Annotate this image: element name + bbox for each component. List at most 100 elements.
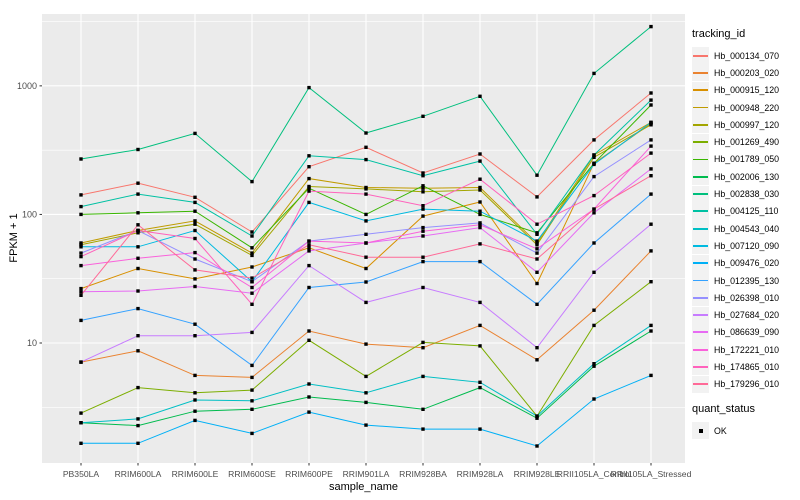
data-point-Hb_001789_050-RRII105LA_Stressed xyxy=(649,103,653,107)
legend-label: Hb_174865_010 xyxy=(714,361,780,372)
data-point-Hb_026398_010-RRIM928LA xyxy=(478,221,482,225)
data-point-Hb_179296_010-RRII105LA_Stressed xyxy=(649,174,653,178)
data-point-Hb_174865_010-RRIM600LA xyxy=(136,228,140,233)
x-tick-label: RRII105LA_Stressed xyxy=(611,469,692,479)
data-point-Hb_004125_110-RRIM928BA xyxy=(421,174,425,178)
data-point-Hb_009476_020-RRIM600LE xyxy=(193,418,197,423)
data-point-Hb_002006_130-RRII105LA_Stressed xyxy=(649,329,653,333)
data-point-Hb_001789_050-RRIM928LA xyxy=(478,212,482,217)
data-point-Hb_086639_090-RRIM928LE xyxy=(535,270,539,274)
data-point-Hb_086639_090-RRIM928BA xyxy=(421,234,425,238)
data-point-Hb_002006_130-RRIM600PE xyxy=(307,395,311,399)
data-point-Hb_000948_220-PB350LA xyxy=(79,241,83,245)
data-point-Hb_007120_090-RRIM600LE xyxy=(193,228,197,233)
data-point-Hb_026398_010-RRIM928BA xyxy=(421,225,425,230)
legend-label: Hb_179296_010 xyxy=(714,379,780,390)
data-point-Hb_086639_090-PB350LA xyxy=(79,290,83,294)
data-point-Hb_000915_120-RRIM928BA xyxy=(421,214,425,218)
data-point-Hb_007120_090-RRII105LA_Control xyxy=(592,162,596,167)
data-point-Hb_027684_020-RRIM600SE xyxy=(250,330,254,335)
legend-item-Hb_000203_020: Hb_000203_020 xyxy=(692,64,798,82)
data-point-Hb_012395_130-RRIM600PE xyxy=(307,285,311,290)
data-point-Hb_001269_490-RRIM600PE xyxy=(307,338,311,342)
data-point-Hb_172221_010-RRIM600LA xyxy=(136,256,140,260)
data-point-Hb_009476_020-RRII105LA_Control xyxy=(592,397,596,401)
data-point-Hb_026398_010-RRII105LA_Control xyxy=(592,174,596,179)
data-point-Hb_004543_040-RRIM928LE xyxy=(535,414,539,418)
data-point-Hb_179296_010-RRIM901LA xyxy=(364,255,368,259)
data-point-Hb_000203_020-RRII105LA_Control xyxy=(592,308,596,312)
data-point-Hb_001269_490-RRII105LA_Stressed xyxy=(649,280,653,284)
data-point-Hb_000997_120-RRII105LA_Stressed xyxy=(649,123,653,127)
legend-label: Hb_009476_020 xyxy=(714,258,780,269)
data-point-Hb_004543_040-RRIM600PE xyxy=(307,382,311,386)
data-point-Hb_026398_010-RRIM928LE xyxy=(535,251,539,255)
legend-key-line xyxy=(693,72,708,74)
data-point-Hb_001789_050-RRIM901LA xyxy=(364,212,368,217)
data-point-Hb_000134_070-PB350LA xyxy=(79,193,83,197)
data-point-Hb_001269_490-PB350LA xyxy=(79,411,83,415)
data-point-Hb_179296_010-RRIM600LA xyxy=(136,223,140,227)
data-point-Hb_027684_020-RRII105LA_Control xyxy=(592,270,596,274)
legend-item-Hb_000134_070: Hb_000134_070 xyxy=(692,47,798,65)
data-point-Hb_000915_120-RRIM600LE xyxy=(193,277,197,281)
legend-key-line xyxy=(693,383,708,386)
data-point-Hb_002838_030-RRIM600LA xyxy=(136,147,140,152)
data-point-Hb_027684_020-RRIM600LA xyxy=(136,334,140,338)
legend-item-Hb_179296_010: Hb_179296_010 xyxy=(692,375,798,393)
data-point-Hb_001269_490-RRIM600LE xyxy=(193,391,197,395)
y-axis-title: FPKM + 1 xyxy=(8,213,20,263)
data-point-Hb_000203_020-RRIM600LA xyxy=(136,349,140,353)
data-point-Hb_086639_090-RRII105LA_Stressed xyxy=(649,167,653,171)
data-point-Hb_012395_130-RRIM928LA xyxy=(478,259,482,264)
data-point-Hb_174865_010-RRII105LA_Stressed xyxy=(649,151,653,155)
legend-item-Hb_009476_020: Hb_009476_020 xyxy=(692,254,798,272)
legend-item-Hb_002838_030: Hb_002838_030 xyxy=(692,185,798,203)
data-point-Hb_001269_490-RRIM600LA xyxy=(136,385,140,390)
data-point-Hb_026398_010-RRIM901LA xyxy=(364,232,368,236)
legend-key-swatch xyxy=(692,289,709,307)
legend-label: Hb_000203_020 xyxy=(714,67,780,78)
data-point-Hb_174865_010-RRII105LA_Control xyxy=(592,193,596,198)
data-point-Hb_172221_010-RRIM901LA xyxy=(364,241,368,245)
data-point-Hb_027684_020-RRII105LA_Stressed xyxy=(649,222,653,226)
data-point-Hb_012395_130-RRIM928LE xyxy=(535,302,539,306)
legend-key-swatch xyxy=(692,272,709,289)
data-point-Hb_000134_070-RRII105LA_Stressed xyxy=(649,91,653,95)
data-point-Hb_009476_020-RRIM600LA xyxy=(136,441,140,445)
legend-item-Hb_000915_120: Hb_000915_120 xyxy=(692,81,798,99)
data-point-Hb_000915_120-RRIM901LA xyxy=(364,266,368,271)
data-point-Hb_004125_110-RRII105LA_Stressed xyxy=(649,98,653,102)
data-point-Hb_086639_090-RRII105LA_Control xyxy=(592,211,596,215)
data-point-Hb_172221_010-RRIM928LA xyxy=(478,223,482,227)
data-point-Hb_009476_020-RRIM600PE xyxy=(307,410,311,414)
data-point-Hb_027684_020-RRIM901LA xyxy=(364,300,368,305)
legend-item-Hb_172221_010: Hb_172221_010 xyxy=(692,341,798,359)
data-point-Hb_172221_010-PB350LA xyxy=(79,263,83,268)
legend-key-swatch xyxy=(692,99,709,117)
data-point-Hb_027684_020-RRIM928BA xyxy=(421,285,425,290)
legend-label: Hb_002006_130 xyxy=(714,171,780,182)
legend-item-Hb_002006_130: Hb_002006_130 xyxy=(692,168,798,186)
legend-key-swatch xyxy=(692,47,709,65)
data-point-Hb_000997_120-RRIM928LE xyxy=(535,243,539,247)
data-point-Hb_004543_040-RRIM928BA xyxy=(421,374,425,379)
legend-key-swatch xyxy=(692,185,709,203)
data-point-Hb_000997_120-RRIM928BA xyxy=(421,190,425,194)
data-point-Hb_002006_130-RRII105LA_Control xyxy=(592,364,596,368)
data-point-Hb_002838_030-RRII105LA_Stressed xyxy=(649,24,653,29)
x-axis-title: sample_name xyxy=(328,481,399,493)
data-point-Hb_012395_130-RRIM600LE xyxy=(193,322,197,326)
data-point-Hb_174865_010-RRIM928LE xyxy=(535,222,539,226)
x-tick-label: PB350LA xyxy=(63,469,100,479)
data-point-Hb_179296_010-RRIM600LE xyxy=(193,268,197,272)
data-point-Hb_000203_020-RRIM928BA xyxy=(421,346,425,350)
data-point-Hb_007120_090-RRIM928LE xyxy=(535,239,539,243)
legend-label: Hb_001269_490 xyxy=(714,137,780,148)
legend-key-line xyxy=(693,227,708,230)
data-point-Hb_174865_010-PB350LA xyxy=(79,254,83,259)
legend-label: Hb_026398_010 xyxy=(714,292,780,303)
legend-key-swatch xyxy=(692,323,709,341)
data-point-Hb_179296_010-RRII105LA_Control xyxy=(592,207,596,211)
